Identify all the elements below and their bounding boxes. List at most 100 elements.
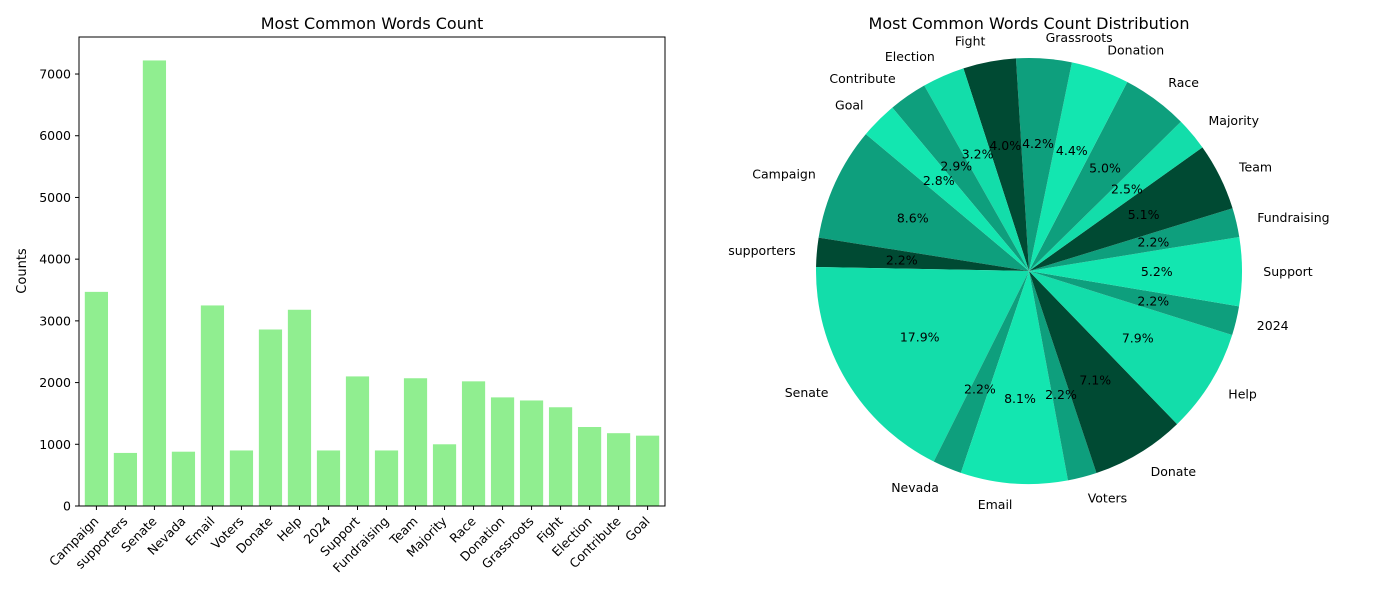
pie-percent-label: 5.2%: [1141, 264, 1173, 279]
pie-percent-label: 17.9%: [900, 330, 940, 345]
pie-category-label: Election: [885, 49, 935, 64]
pie-slice: [818, 134, 1029, 271]
bar: [635, 435, 660, 506]
bar-chart: Most Common Words Count Counts 0 1000 2000…: [15, 14, 666, 575]
pie-percent-label: 2.2%: [886, 252, 918, 267]
pie-slice: [1029, 271, 1097, 481]
bars: [84, 60, 660, 506]
bar: [490, 397, 515, 506]
pie-percent-label: 2.2%: [1138, 234, 1170, 249]
pie-slice: [865, 107, 1029, 272]
bar: [403, 378, 428, 506]
pie-slice: [1015, 58, 1072, 272]
bar: [84, 291, 109, 506]
pie-slice: [1029, 208, 1240, 271]
pie-category-labels: Campaign supporters Senate Nevada Email Voter…: [728, 30, 1329, 512]
pie-percent-label: 5.0%: [1089, 161, 1121, 176]
pie-slice: [1029, 271, 1240, 335]
pie-category-label: Majority: [1209, 113, 1260, 128]
y-tick-label: 3000: [39, 313, 71, 328]
pie-slice: [816, 266, 1029, 462]
pie-chart: Most Common Words Count Distribution 8.6…: [728, 14, 1329, 512]
pie-percent-label: 2.2%: [1045, 387, 1077, 402]
x-axis: CampaignsupportersSenateNevadaEmailVoter…: [46, 506, 653, 575]
pie-percent-label: 4.0%: [989, 138, 1021, 153]
pie-slice: [1029, 62, 1128, 272]
bar-chart-ylabel: Counts: [15, 248, 30, 294]
bar: [548, 407, 573, 506]
bar: [142, 60, 167, 506]
pie-percent-label: 2.9%: [940, 158, 972, 173]
bar: [374, 450, 399, 506]
pie-percent-label: 8.1%: [1004, 391, 1036, 406]
pie-category-label: Senate: [785, 385, 829, 400]
pie-category-label: Donate: [1151, 464, 1197, 479]
pie-category-label: Team: [1238, 160, 1272, 175]
pie-percent-label: 2.5%: [1111, 181, 1143, 196]
y-axis: 0 1000 2000 3000 4000 5000 6000 7000: [39, 67, 79, 514]
pie-percent-label: 3.2%: [962, 147, 994, 162]
pie-category-label: Voters: [1088, 490, 1127, 505]
bar: [345, 376, 370, 506]
pie-percent-label: 7.1%: [1079, 373, 1111, 388]
pie-category-label: Fight: [955, 33, 986, 48]
pie-category-label: Goal: [835, 98, 863, 113]
pie-category-label: Nevada: [891, 480, 939, 495]
y-tick-label: 2000: [39, 375, 71, 390]
pie-percent-label: 2.8%: [923, 173, 955, 188]
y-tick-label: 7000: [39, 67, 71, 82]
x-tick-label: Help: [274, 513, 305, 544]
pie-slice: [1029, 271, 1233, 425]
y-tick-label: 4000: [39, 252, 71, 267]
y-tick-label: 5000: [39, 190, 71, 205]
pie-percent-label: 2.2%: [964, 382, 996, 397]
pie-slice: [963, 58, 1029, 272]
pie-category-label: Grassroots: [1046, 30, 1113, 45]
pie-chart-title: Most Common Words Count Distribution: [869, 14, 1190, 33]
bar: [171, 451, 196, 506]
pie-percent-label: 7.9%: [1122, 331, 1154, 346]
pie-slice: [933, 271, 1029, 473]
pie-category-label: Fundraising: [1257, 210, 1329, 225]
pie-category-label: Contribute: [829, 71, 896, 86]
bar: [200, 305, 225, 506]
bar: [258, 329, 283, 506]
pie-slice: [924, 68, 1029, 271]
pie-percent-label: 2.2%: [1137, 293, 1169, 308]
pie-category-label: supporters: [728, 243, 795, 258]
y-tick-label: 1000: [39, 437, 71, 452]
pie-category-label: Campaign: [752, 166, 816, 181]
pie-slice: [1029, 121, 1203, 271]
pie-category-label: Help: [1228, 387, 1257, 402]
bar: [461, 381, 486, 506]
bar: [606, 433, 631, 506]
pie-slice: [1029, 82, 1181, 271]
pie-slice: [1029, 271, 1178, 474]
y-tick-label: 6000: [39, 128, 71, 143]
pie-slice: [892, 85, 1029, 271]
pie-percent-label: 4.2%: [1022, 136, 1054, 151]
bar: [287, 309, 312, 506]
pie-percent-labels: 8.6%2.2%17.9%2.2%8.1% 2.2%7.1%7.9%2.2%5.2…: [886, 136, 1173, 406]
pie-slice: [960, 271, 1068, 485]
bar: [229, 450, 254, 506]
pie-category-label: 2024: [1257, 318, 1289, 333]
pie-category-label: Donation: [1107, 43, 1164, 58]
bar: [316, 450, 341, 506]
pie-percent-label: 8.6%: [897, 211, 929, 226]
pie-slices: [816, 58, 1243, 485]
bar: [113, 452, 138, 506]
pie-category-label: Support: [1263, 264, 1313, 279]
pie-slice: [1029, 147, 1233, 271]
pie-category-label: Race: [1168, 75, 1199, 90]
pie-percent-label: 4.4%: [1056, 143, 1088, 158]
bar: [432, 444, 457, 506]
x-tick-label: Goal: [622, 514, 653, 545]
y-tick-label: 0: [63, 499, 71, 514]
bar: [519, 400, 544, 506]
pie-slice: [1029, 236, 1243, 307]
bar-chart-title: Most Common Words Count: [261, 14, 484, 33]
bar: [577, 427, 602, 506]
plot-frame: [78, 36, 666, 507]
